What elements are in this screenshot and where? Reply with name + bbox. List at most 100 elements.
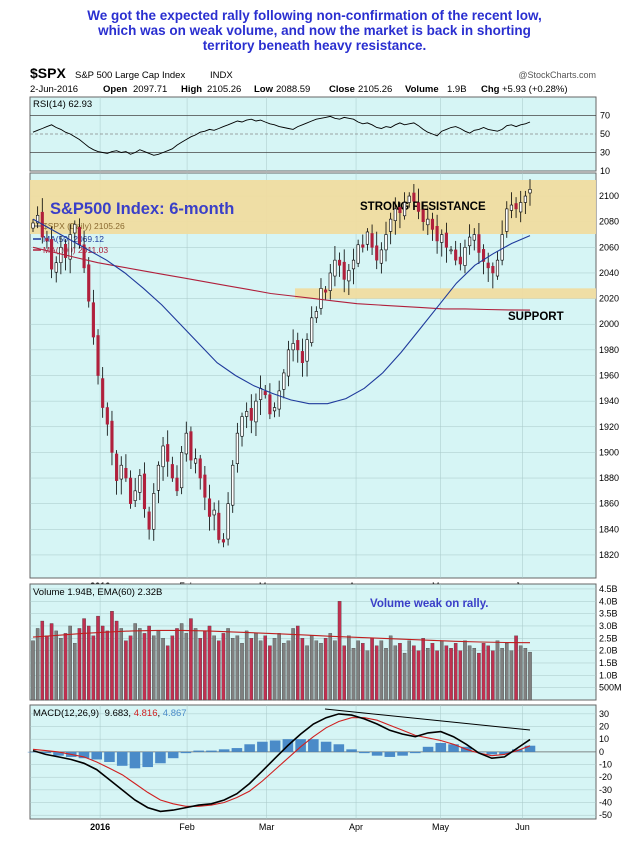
price-candle <box>481 249 486 262</box>
price-candle <box>384 234 388 251</box>
price-candle <box>514 203 518 210</box>
volume-tick-label: 1.0B <box>599 670 618 680</box>
volume-tick-label: 500M <box>599 683 622 693</box>
volume-bar <box>249 638 254 701</box>
volume-tick-label: 4.5B <box>599 584 618 594</box>
macd-month-label: 2016 <box>90 822 110 832</box>
macd-histogram-bar <box>257 741 268 752</box>
volume-bar <box>453 643 458 701</box>
volume-tick-label: 2.0B <box>599 646 618 656</box>
volume-bar <box>416 650 421 701</box>
price-candle <box>370 233 374 248</box>
volume-bar <box>347 635 351 701</box>
price-candle <box>68 234 72 260</box>
macd-histogram-bar <box>27 751 39 753</box>
macd-month-label: Jun <box>515 822 530 832</box>
price-candle <box>277 390 281 410</box>
volume-bar <box>138 628 142 701</box>
volume-value: 1.9B <box>447 84 467 95</box>
price-candle <box>416 202 421 212</box>
price-candle <box>119 464 123 480</box>
price-candle <box>189 431 193 461</box>
price-candle <box>472 234 476 241</box>
price-candle <box>468 236 472 247</box>
price-candle <box>124 467 128 479</box>
price-candle <box>105 407 109 425</box>
volume-bar <box>356 640 360 701</box>
support-zone <box>295 288 596 299</box>
volume-bar <box>152 635 156 701</box>
volume-bar <box>393 645 398 701</box>
macd-panel: MACD(12,26,9) 9.683, 4.816, 4.867 30 20 10… <box>27 704 612 832</box>
price-candle <box>175 477 179 492</box>
chart-exchange: INDX <box>210 70 233 81</box>
price-candle <box>407 195 411 203</box>
price-chart-title: S&P500 Index: 6-month <box>50 200 234 218</box>
resistance-zone <box>30 180 596 234</box>
price-candle <box>259 388 263 400</box>
price-candle <box>421 209 425 223</box>
price-candle <box>375 245 379 261</box>
macd-legend-sep2: , <box>157 708 162 719</box>
price-candle <box>361 244 365 248</box>
volume-bar <box>221 633 226 701</box>
macd-histogram-bar <box>206 750 217 752</box>
volume-tick-label: 2.5B <box>599 633 618 643</box>
volume-bar <box>467 645 472 701</box>
volume-bar <box>286 640 291 701</box>
price-candle <box>217 512 221 540</box>
volume-tick-label: 4.0B <box>599 596 618 606</box>
price-candle <box>444 232 448 248</box>
volume-bar <box>100 625 105 701</box>
macd-histogram-bar <box>397 751 408 756</box>
price-tick-label: 2080 <box>599 217 619 227</box>
volume-panel: Volume 1.94B, EMA(60) 2.32B Volume weak … <box>29 583 622 701</box>
volume-bar <box>305 645 309 701</box>
volume-bar <box>277 633 281 701</box>
macd-histogram-bar <box>231 748 243 752</box>
volume-bar <box>254 633 258 701</box>
chg-label: Chg <box>481 84 500 95</box>
commentary-text: We got the expected rally following non-… <box>0 8 629 53</box>
volume-bar <box>124 640 128 701</box>
price-candle <box>495 259 500 277</box>
macd-histogram-bar <box>116 751 128 766</box>
price-candle <box>254 400 258 423</box>
ma50-legend: MA(50) 2069.12 <box>43 234 104 244</box>
macd-histogram-bar <box>167 751 179 759</box>
volume-bar <box>463 640 467 701</box>
price-candle <box>161 445 165 468</box>
price-candle <box>87 264 91 302</box>
price-tick-label: 1980 <box>599 345 619 355</box>
volume-bar <box>189 618 193 701</box>
macd-histogram-bar <box>269 740 281 752</box>
price-candle <box>63 243 68 258</box>
commentary-line: We got the expected rally following non-… <box>87 8 542 23</box>
volume-bar <box>203 630 207 701</box>
macd-histogram-bar <box>320 741 332 752</box>
volume-bar <box>49 623 54 701</box>
volume-bar <box>179 623 184 701</box>
price-candle <box>240 416 244 437</box>
high-label: High <box>181 84 202 95</box>
rsi-tick-label: 70 <box>600 111 610 121</box>
volume-bar <box>91 635 96 701</box>
price-candle <box>403 202 407 217</box>
price-tick-label: 1960 <box>599 371 619 381</box>
price-candle <box>449 249 453 252</box>
macd-tick-label: 20 <box>599 722 609 732</box>
volume-bar <box>244 630 249 701</box>
volume-bar <box>388 635 393 701</box>
volume-bar <box>59 638 63 701</box>
price-tick-label: 1880 <box>599 473 619 483</box>
price-tick-label: 2060 <box>599 242 619 252</box>
volume-bar <box>444 645 449 701</box>
volume-tick-label: 3.0B <box>599 621 618 631</box>
volume-bar <box>528 651 532 701</box>
macd-histogram-bar <box>78 751 90 759</box>
price-candle <box>231 464 235 506</box>
macd-histogram-bar <box>129 751 141 769</box>
volume-bar <box>226 628 230 701</box>
macd-legend: MACD(12,26,9) 9.683, 4.816, 4.867 <box>33 708 187 719</box>
price-candle <box>519 202 523 213</box>
